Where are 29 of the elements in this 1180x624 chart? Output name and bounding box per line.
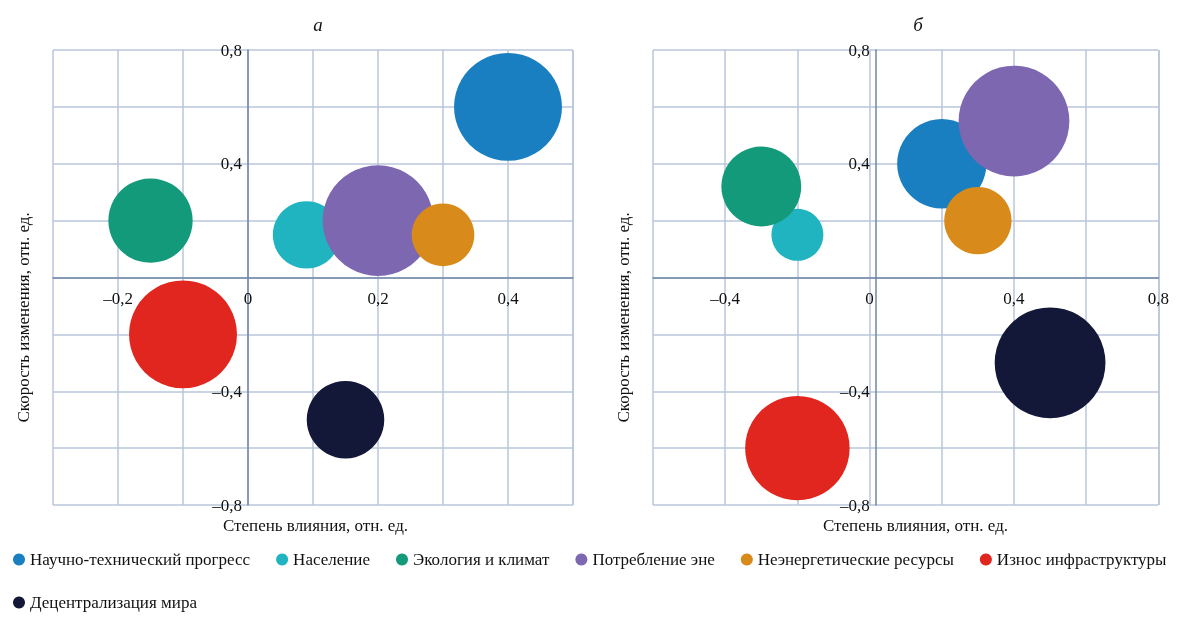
y-tick-label: 0,8 — [220, 40, 242, 60]
y-tick-label: –0,4 — [839, 381, 871, 401]
y-tick-label: –0,4 — [211, 381, 243, 401]
x-tick-label: –0,4 — [709, 288, 741, 308]
y-tick-label: –0,8 — [211, 495, 242, 515]
x-axis-title: Степень влияния, отн. ед. — [823, 516, 1009, 535]
y-tick-label: 0,8 — [848, 40, 870, 60]
chart-title: а — [313, 14, 323, 35]
x-tick-label: 0,8 — [1147, 288, 1169, 308]
legend-label: Население — [293, 550, 370, 569]
y-axis-title: Скорость изменения, отн. ед. — [614, 212, 633, 423]
x-tick-label: 0,2 — [367, 288, 389, 308]
x-tick-label: –0,2 — [102, 288, 133, 308]
y-tick-label: 0,4 — [848, 154, 871, 174]
chart-title: б — [913, 14, 925, 35]
x-tick-label: 0,4 — [497, 288, 520, 308]
legend-label: Неэнергетические ресурсы — [757, 550, 955, 569]
legend-label: Экология и климат — [413, 550, 550, 569]
y-axis-title: Скорость изменения, отн. ед. — [14, 212, 33, 423]
x-axis-title: Степень влияния, отн. ед. — [223, 516, 409, 535]
y-tick-label: 0,4 — [220, 154, 243, 174]
x-tick-label: 0 — [865, 288, 874, 308]
y-tick-label: –0,8 — [839, 495, 870, 515]
x-tick-label: 0,4 — [1003, 288, 1026, 308]
legend-label: Износ инфраструктуры — [996, 550, 1168, 569]
legend-label: Децентрализация мира — [30, 593, 198, 612]
legend-label: Научно-технический прогресс — [30, 550, 251, 569]
x-tick-label: 0 — [243, 288, 253, 308]
legend-label: Потребление эне — [592, 550, 715, 569]
